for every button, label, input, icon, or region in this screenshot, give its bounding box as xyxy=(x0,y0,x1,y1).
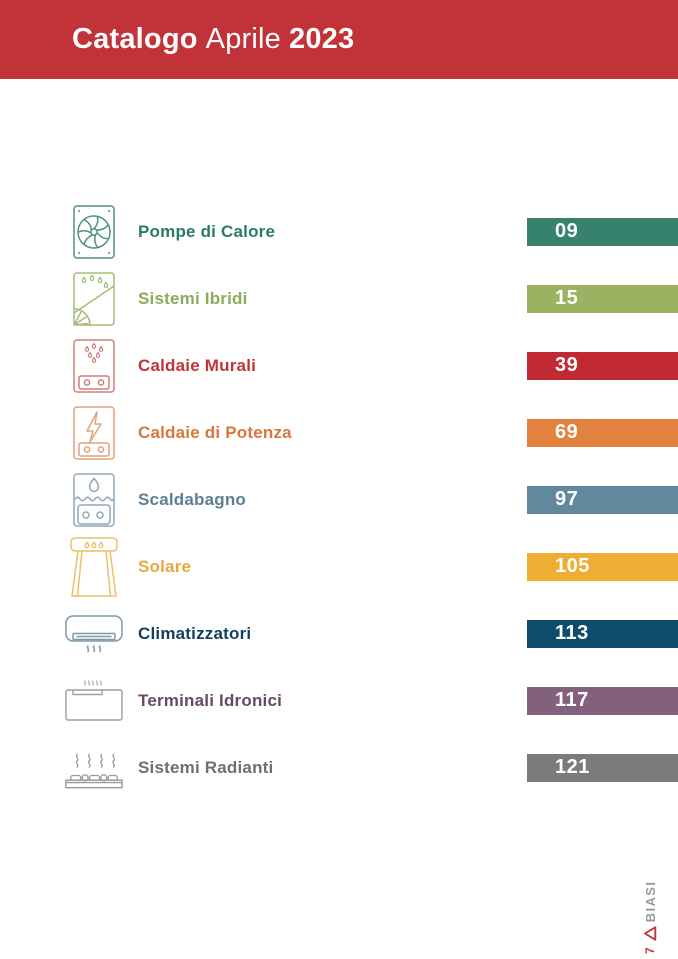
page-header: Catalogo Aprile 2023 xyxy=(0,0,678,79)
radiant-system-icon xyxy=(65,753,123,788)
toc-entry[interactable]: Caldaie Murali 39 xyxy=(0,332,678,399)
icon-cell xyxy=(64,536,124,598)
page-bar: 69 xyxy=(527,418,678,447)
heat-pump-icon xyxy=(73,204,115,259)
title-word-month: Aprile xyxy=(205,23,282,55)
toc-entry[interactable]: Caldaie di Potenza 69 xyxy=(0,399,678,466)
toc-entry[interactable]: Solare 105 xyxy=(0,533,678,600)
category-label: Caldaie di Potenza xyxy=(138,422,292,442)
page-number: 105 xyxy=(555,555,590,577)
brand-footer: 7 BIASI xyxy=(639,854,661,954)
page-bar: 97 xyxy=(527,485,678,514)
icon-cell xyxy=(64,204,124,260)
category-label: Sistemi Ibridi xyxy=(138,288,248,308)
toc-entry[interactable]: Climatizzatori 113 xyxy=(0,600,678,667)
air-conditioner-icon xyxy=(65,614,123,652)
brand-name: BIASI xyxy=(642,880,658,923)
page-bar: 39 xyxy=(527,351,678,380)
page-number: 117 xyxy=(555,689,589,711)
page-number: 113 xyxy=(555,622,589,644)
page-number: 69 xyxy=(555,421,579,443)
icon-cell xyxy=(64,405,124,461)
page-number: 97 xyxy=(555,488,579,510)
toc-entry[interactable]: Pompe di Calore 09 xyxy=(0,198,678,265)
page-bar: 113 xyxy=(527,619,678,648)
title-word-catalogo: Catalogo xyxy=(72,23,198,55)
icon-cell xyxy=(64,745,124,791)
page-bar: 105 xyxy=(527,552,678,581)
toc-entry[interactable]: Scaldabagno 97 xyxy=(0,466,678,533)
category-label: Pompe di Calore xyxy=(138,221,276,241)
footer-page-number: 7 xyxy=(643,947,657,954)
title-word-year: 2023 xyxy=(289,23,355,55)
page-bar: 09 xyxy=(527,217,678,246)
page-number: 09 xyxy=(555,220,579,242)
toc-list: Pompe di Calore 09 xyxy=(0,198,678,801)
category-label: Sistemi Radianti xyxy=(138,757,274,777)
wall-boiler-icon xyxy=(73,338,115,393)
toc-entry[interactable]: Sistemi Ibridi 15 xyxy=(0,265,678,332)
toc-entry[interactable]: Sistemi Radianti 121 xyxy=(0,734,678,801)
category-label: Caldaie Murali xyxy=(138,355,257,375)
category-label: Scaldabagno xyxy=(138,489,247,509)
category-label: Terminali Idronici xyxy=(138,690,283,710)
icon-cell xyxy=(64,472,124,528)
category-label: Climatizzatori xyxy=(138,623,252,643)
page-number: 39 xyxy=(555,354,579,376)
hydronic-terminal-icon xyxy=(65,680,123,721)
page-bar: 117 xyxy=(527,686,678,715)
page-bar: 121 xyxy=(527,753,678,782)
hybrid-system-icon xyxy=(73,271,115,326)
icon-cell xyxy=(64,271,124,327)
icon-cell xyxy=(64,611,124,657)
biasi-logo-icon xyxy=(644,926,657,941)
power-boiler-icon xyxy=(73,405,115,460)
icon-cell xyxy=(64,678,124,724)
page-number: 121 xyxy=(555,756,590,778)
toc-entry[interactable]: Terminali Idronici 117 xyxy=(0,667,678,734)
water-heater-icon xyxy=(73,472,115,527)
page-bar: 15 xyxy=(527,284,678,313)
solar-icon xyxy=(70,536,118,597)
page-number: 15 xyxy=(555,287,579,309)
icon-cell xyxy=(64,338,124,394)
category-label: Solare xyxy=(138,556,192,576)
page-title: Catalogo Aprile 2023 xyxy=(72,23,354,56)
